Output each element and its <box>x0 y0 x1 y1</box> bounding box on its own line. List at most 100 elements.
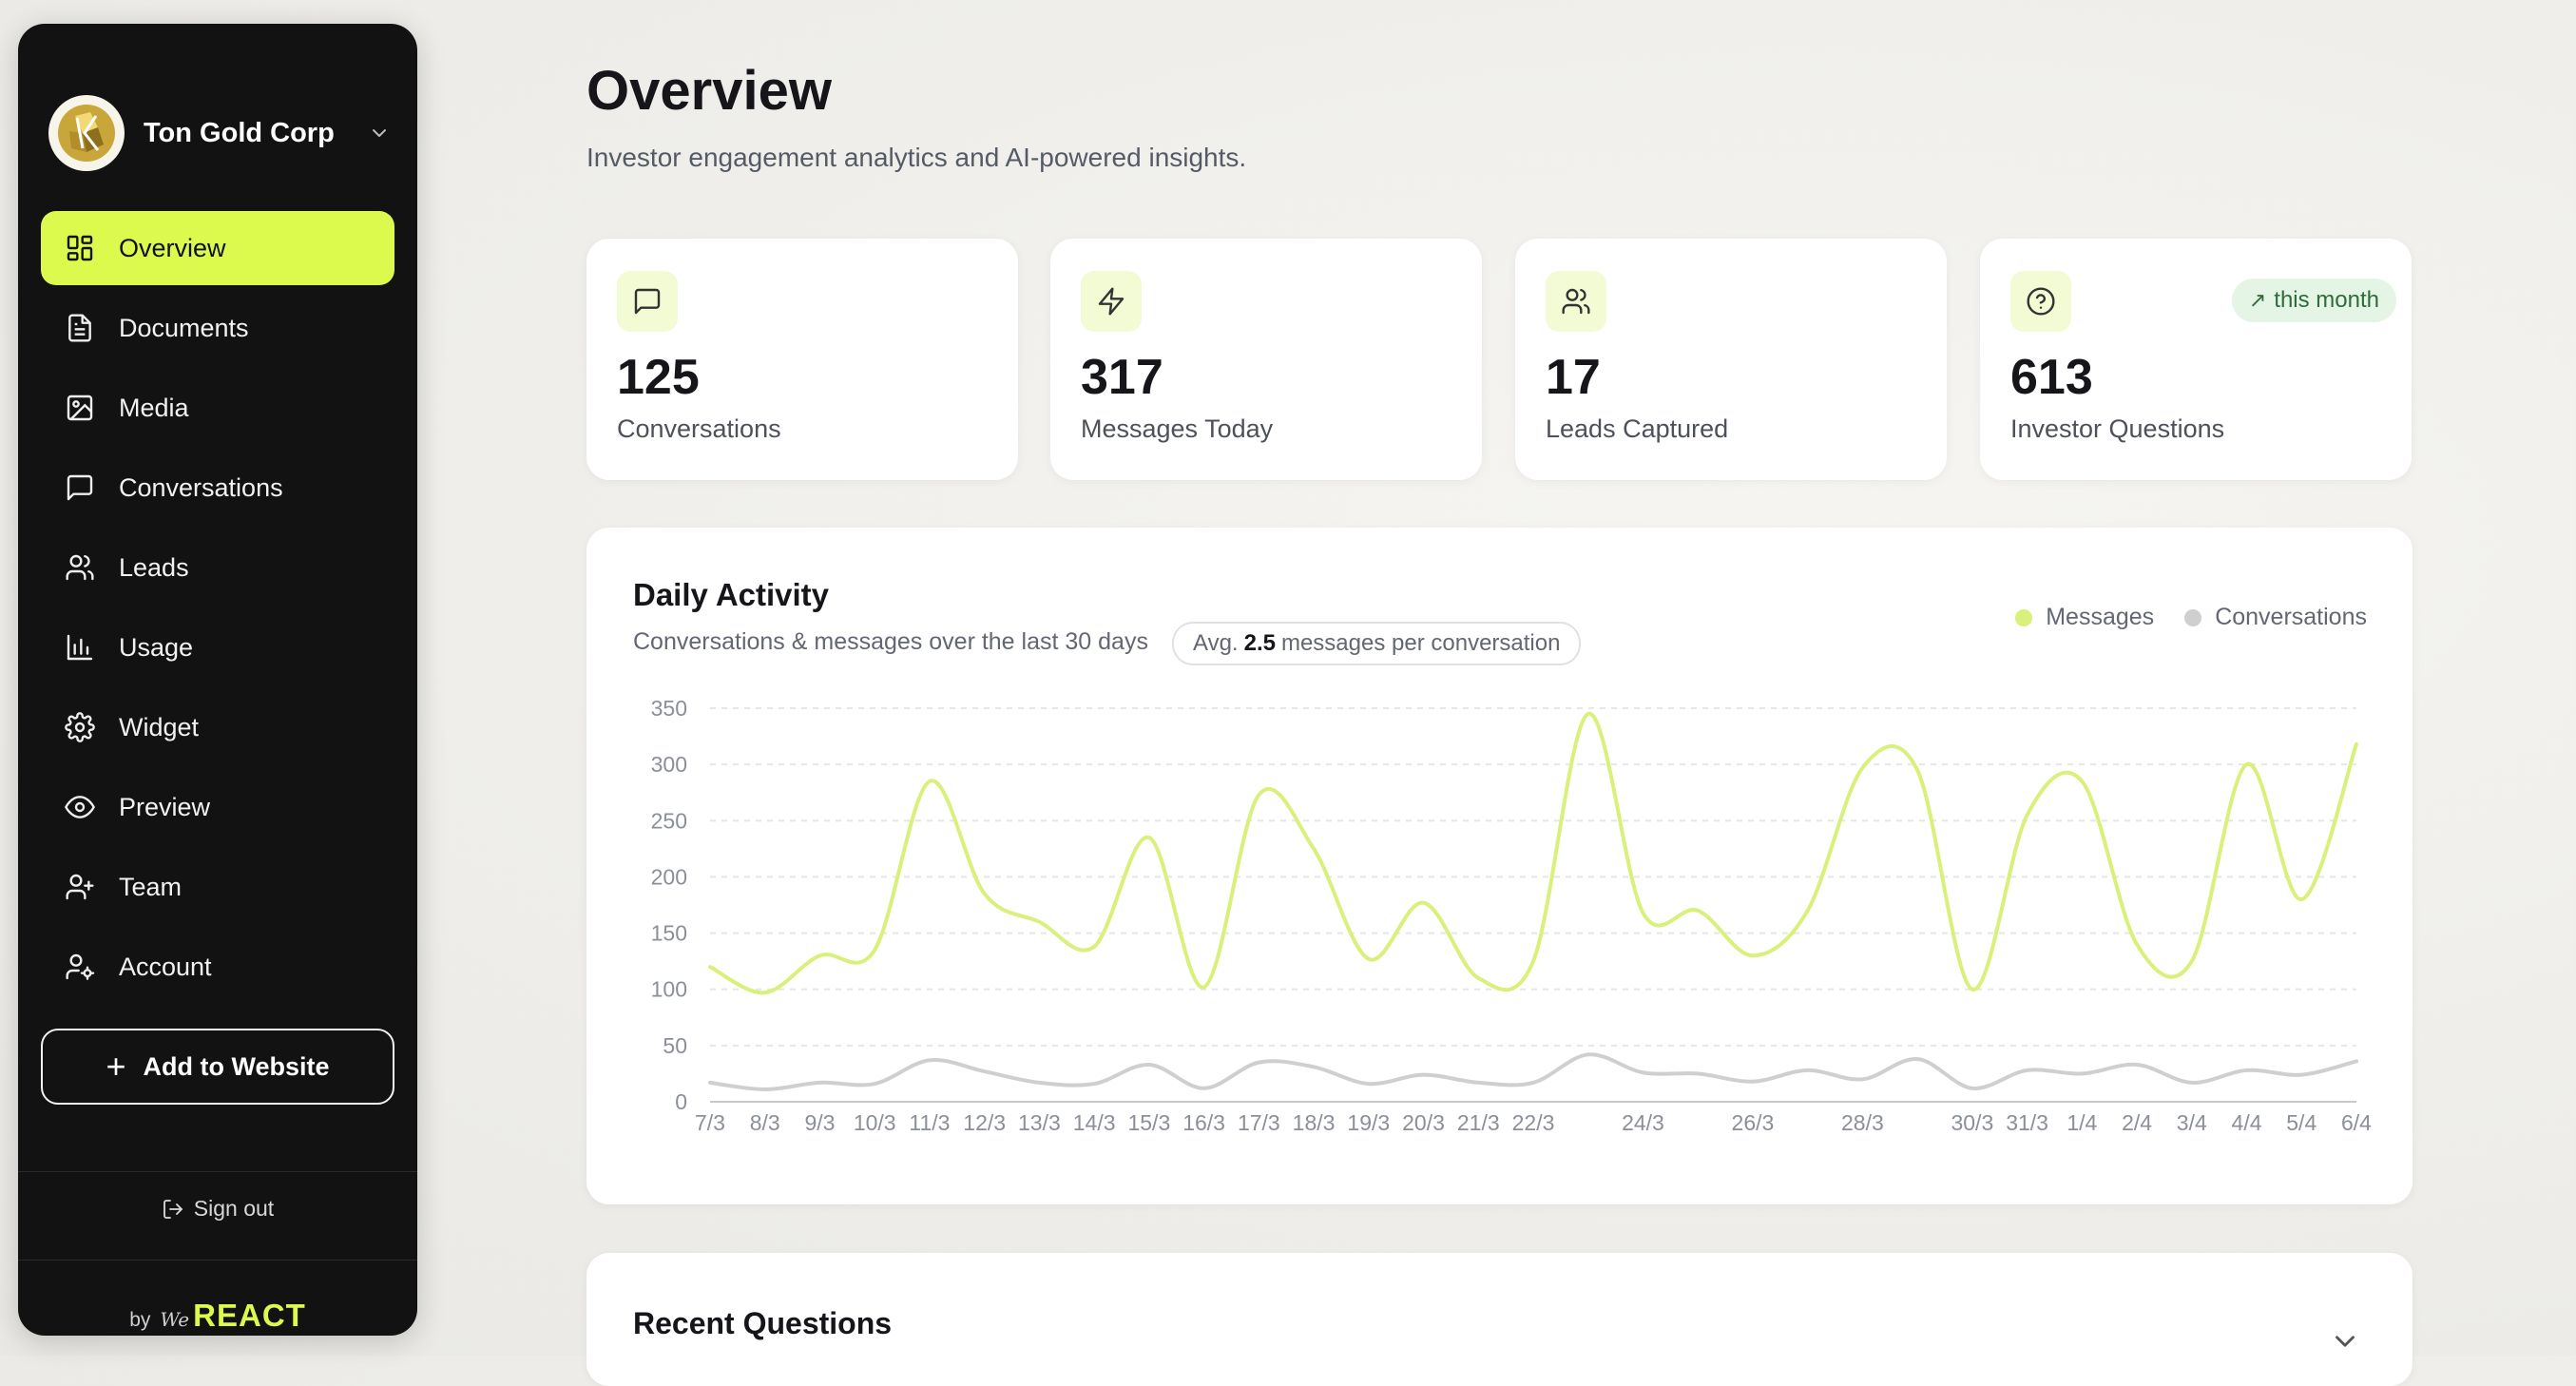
chevron-down-icon <box>373 129 386 137</box>
lightning-icon <box>1081 271 1142 332</box>
legend-swatch <box>2184 608 2202 626</box>
y-tick-label: 250 <box>651 808 687 833</box>
user-settings-icon <box>64 951 96 983</box>
stat-value: 17 <box>1546 350 1601 405</box>
x-tick-label: 1/4 <box>2067 1110 2097 1135</box>
sidebar-item-preview[interactable]: Preview <box>41 770 394 844</box>
recent-questions-title: Recent Questions <box>633 1306 893 1340</box>
avg-prefix: Avg. <box>1193 630 1239 656</box>
legend-label: Conversations <box>2215 604 2367 630</box>
sidebar-item-label: Account <box>119 952 212 981</box>
badge-label: this month <box>2274 287 2379 313</box>
stat-card-messages-today: 317 Messages Today <box>1050 239 1482 480</box>
recent-questions-card: Recent Questions <box>586 1253 2413 1386</box>
x-tick-label: 12/3 <box>963 1110 1006 1135</box>
y-tick-label: 150 <box>651 921 687 946</box>
sidebar-item-label: Team <box>119 872 183 901</box>
y-tick-label: 50 <box>663 1033 687 1058</box>
x-tick-label: 30/3 <box>1951 1110 1993 1135</box>
stat-value: 317 <box>1081 350 1163 405</box>
chart-subtitle: Conversations & messages over the last 3… <box>633 628 1148 655</box>
chat-icon <box>617 271 678 332</box>
add-to-website-button[interactable]: + Add to Website <box>41 1029 394 1105</box>
bar-chart-icon <box>64 631 96 664</box>
legend-item-messages[interactable]: Messages <box>2015 604 2154 631</box>
conversations-series-line <box>708 1052 2358 1091</box>
y-tick-label: 350 <box>651 696 687 721</box>
x-tick-label: 4/4 <box>2232 1110 2262 1135</box>
users-icon <box>1546 271 1606 332</box>
x-tick-label: 6/4 <box>2341 1110 2372 1135</box>
users-icon <box>64 551 96 584</box>
by-text: by <box>129 1309 151 1331</box>
sidebar: Ton Gold Corp Overview Documents Media <box>18 24 417 1336</box>
add-to-website-label: Add to Website <box>143 1051 330 1081</box>
x-tick-label: 7/3 <box>695 1110 725 1135</box>
daily-activity-chart: 0 50 100 150 200 250 300 350 7/3 8/3 9/3 10/3 11/3 12… <box>651 696 2373 1135</box>
sidebar-item-label: Leads <box>119 552 189 582</box>
x-tick-label: 16/3 <box>1182 1110 1225 1135</box>
sidebar-item-conversations[interactable]: Conversations <box>41 451 394 525</box>
sidebar-item-label: Conversations <box>119 472 283 502</box>
x-tick-label: 31/3 <box>2006 1110 2048 1135</box>
plus-icon: + <box>106 1047 126 1086</box>
daily-activity-card: Daily Activity Conversations & messages … <box>586 528 2413 1204</box>
x-tick-label: 22/3 <box>1512 1110 1555 1135</box>
document-icon <box>64 312 96 344</box>
y-tick-label: 100 <box>651 977 687 1002</box>
arrow-up-right-icon: ↗ <box>2248 288 2267 312</box>
sidebar-item-widget[interactable]: Widget <box>41 690 394 764</box>
x-tick-label: 11/3 <box>909 1110 950 1135</box>
x-tick-label: 8/3 <box>750 1110 780 1135</box>
sidebar-item-overview[interactable]: Overview <box>41 211 394 285</box>
page-subtitle: Investor engagement analytics and AI-pow… <box>586 143 1247 172</box>
sidebar-item-usage[interactable]: Usage <box>41 610 394 684</box>
avg-suffix: messages per conversation <box>1280 630 1561 656</box>
stat-value: 613 <box>2010 350 2093 405</box>
sidebar-item-media[interactable]: Media <box>41 371 394 445</box>
x-tick-label: 9/3 <box>804 1110 835 1135</box>
sidebar-item-documents[interactable]: Documents <box>41 291 394 365</box>
eye-icon <box>64 791 96 823</box>
stat-label: Leads Captured <box>1546 414 1729 443</box>
legend-item-conversations[interactable]: Conversations <box>2184 604 2367 631</box>
x-tick-label: 14/3 <box>1073 1110 1116 1135</box>
y-tick-label: 0 <box>675 1089 687 1114</box>
org-logo <box>48 95 125 171</box>
avg-value: 2.5 <box>1243 630 1276 656</box>
x-tick-label: 15/3 <box>1127 1110 1170 1135</box>
stat-label: Messages Today <box>1081 414 1274 443</box>
sidebar-divider <box>18 1171 417 1172</box>
chart-legend: Messages Conversations <box>1985 604 2367 631</box>
sidebar-item-account[interactable]: Account <box>41 930 394 1004</box>
stat-card-conversations: 125 Conversations <box>586 239 1018 480</box>
x-tick-label: 26/3 <box>1732 1110 1775 1135</box>
org-switcher[interactable]: Ton Gold Corp <box>48 95 400 171</box>
chat-icon <box>64 472 96 504</box>
stat-label: Conversations <box>617 414 781 443</box>
x-tick-label: 18/3 <box>1293 1110 1336 1135</box>
user-plus-icon <box>64 871 96 903</box>
sidebar-item-leads[interactable]: Leads <box>41 530 394 605</box>
sidebar-item-label: Overview <box>119 233 226 262</box>
x-tick-label: 21/3 <box>1457 1110 1500 1135</box>
chevron-down-icon[interactable] <box>2329 1325 2361 1357</box>
avg-messages-pill: Avg. 2.5 messages per conversation <box>1172 622 1582 665</box>
sidebar-item-label: Documents <box>119 313 249 342</box>
x-tick-label: 13/3 <box>1018 1110 1061 1135</box>
sidebar-nav: Overview Documents Media Conversations L… <box>41 211 394 1010</box>
x-tick-label: 20/3 <box>1402 1110 1445 1135</box>
legend-label: Messages <box>2046 604 2155 630</box>
sidebar-item-label: Widget <box>119 712 200 741</box>
stat-card-leads-captured: 17 Leads Captured <box>1515 239 1947 480</box>
x-tick-label: 19/3 <box>1347 1110 1390 1135</box>
sidebar-divider <box>18 1260 417 1261</box>
brand-prefix: We <box>160 1308 190 1331</box>
sign-out-button[interactable]: Sign out <box>18 1196 417 1222</box>
sidebar-item-team[interactable]: Team <box>41 850 394 924</box>
brand-logo: REACT <box>193 1298 306 1333</box>
logout-icon <box>163 1199 183 1219</box>
x-tick-label: 2/4 <box>2122 1110 2152 1135</box>
x-tick-label: 3/4 <box>2177 1110 2207 1135</box>
page-title: Overview <box>586 60 832 122</box>
